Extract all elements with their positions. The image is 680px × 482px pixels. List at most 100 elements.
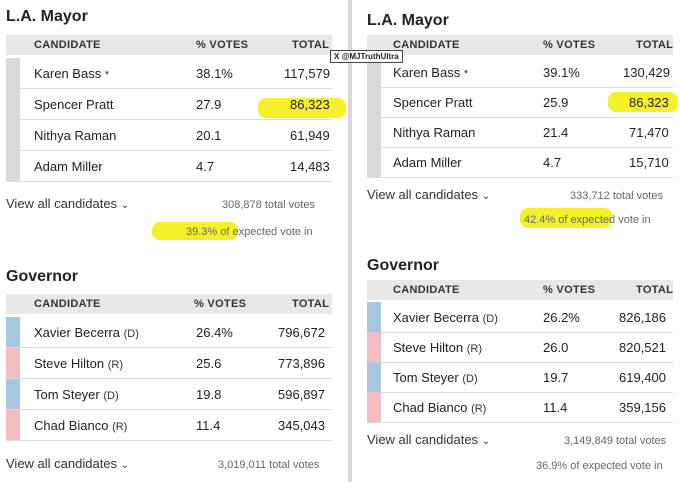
view-all-candidates-link[interactable]: View all candidates ⌄ xyxy=(367,187,491,202)
pct-votes: 27.9 xyxy=(196,97,222,112)
pct-votes: 21.4 xyxy=(543,125,569,140)
col-pct-votes: % VOTES xyxy=(543,39,596,51)
highlight-pratt-total xyxy=(608,92,678,112)
candidate-name: Steve Hilton (R) xyxy=(393,340,482,355)
total-votes: 619,400 xyxy=(619,370,666,385)
party-bar-rep xyxy=(367,332,381,362)
col-pct-votes: % VOTES xyxy=(543,284,596,296)
governor-header-bar xyxy=(367,280,673,300)
view-all-candidates-link[interactable]: View all candidates ⌄ xyxy=(6,196,130,211)
table-row[interactable]: Nithya Raman 21.4 71,470 xyxy=(367,117,673,148)
total-votes: 773,896 xyxy=(278,356,325,371)
total-votes-count: 3,149,849 total votes xyxy=(564,435,667,447)
total-votes: 71,470 xyxy=(629,125,669,140)
table-row[interactable]: Adam Miller 4.7 14,483 xyxy=(6,151,332,182)
x-logo-icon: X xyxy=(334,52,340,61)
col-total: TOTAL xyxy=(292,39,330,51)
party-bar-dem xyxy=(6,317,20,347)
total-votes: 345,043 xyxy=(278,418,325,433)
pct-votes: 26.2% xyxy=(543,310,580,325)
party-bar xyxy=(367,87,381,117)
candidate-name: Spencer Pratt xyxy=(34,97,114,112)
total-votes: 14,483 xyxy=(290,159,330,174)
chevron-down-icon: ⌄ xyxy=(120,460,130,471)
candidate-name: Nithya Raman xyxy=(34,128,117,143)
candidate-name: Nithya Raman xyxy=(393,125,476,140)
expected-vote-in: 39.3% of expected vote in xyxy=(186,226,313,238)
pct-votes: 4.7 xyxy=(196,159,215,174)
pct-votes: 19.8 xyxy=(196,387,222,402)
total-votes: 820,521 xyxy=(619,340,666,355)
candidate-name: Xavier Becerra (D) xyxy=(393,310,498,325)
col-total: TOTAL xyxy=(636,284,674,296)
table-row[interactable]: Tom Steyer (D) 19.7 619,400 xyxy=(367,362,673,393)
party-bar xyxy=(367,57,381,87)
candidate-name: Chad Bianco (R) xyxy=(34,418,128,433)
col-candidate: CANDIDATE xyxy=(34,298,101,310)
table-row[interactable]: Chad Bianco (R) 11.4 345,043 xyxy=(6,410,332,441)
total-votes: 796,672 xyxy=(278,325,325,340)
total-votes: 15,710 xyxy=(629,155,669,170)
candidate-name: Karen Bass * xyxy=(34,66,110,81)
expected-vote-in: 36.9% of expected vote in xyxy=(536,460,663,472)
total-votes: 130,429 xyxy=(623,65,670,80)
mayor-header-bar xyxy=(6,35,332,55)
candidate-name: Xavier Becerra (D) xyxy=(34,325,139,340)
total-votes-count: 333,712 total votes xyxy=(570,190,663,202)
table-row[interactable]: Tom Steyer (D) 19.8 596,897 xyxy=(6,379,332,410)
table-row[interactable]: Adam Miller 4.7 15,710 xyxy=(367,147,673,178)
highlight-expected-vote xyxy=(152,222,238,240)
party-bar-rep xyxy=(6,348,20,378)
party-bar xyxy=(367,117,381,147)
candidate-name: Tom Steyer (D) xyxy=(393,370,478,385)
col-candidate: CANDIDATE xyxy=(34,39,101,51)
mayor-title: L.A. Mayor xyxy=(367,12,449,29)
pct-votes: 38.1% xyxy=(196,66,233,81)
table-row[interactable]: Xavier Becerra (D) 26.4% 796,672 xyxy=(6,317,332,348)
candidate-name: Tom Steyer (D) xyxy=(34,387,119,402)
candidate-name: Adam Miller xyxy=(393,155,462,170)
party-bar xyxy=(367,147,381,177)
total-votes-count: 308,878 total votes xyxy=(222,199,315,211)
table-row[interactable]: Spencer Pratt 25.9 86,323 xyxy=(367,87,673,118)
party-bar xyxy=(6,120,20,150)
candidate-name: Chad Bianco (R) xyxy=(393,400,487,415)
col-pct-votes: % VOTES xyxy=(194,298,247,310)
pct-votes: 4.7 xyxy=(543,155,562,170)
col-candidate: CANDIDATE xyxy=(393,39,460,51)
table-row[interactable]: Karen Bass * 39.1% 130,429 xyxy=(367,57,673,88)
governor-header-bar xyxy=(6,294,332,314)
party-bar-rep xyxy=(6,410,20,440)
table-row[interactable]: Steve Hilton (R) 26.0 820,521 xyxy=(367,332,673,363)
col-candidate: CANDIDATE xyxy=(393,284,460,296)
pct-votes: 19.7 xyxy=(543,370,569,385)
table-row[interactable]: Xavier Becerra (D) 26.2% 826,186 xyxy=(367,302,673,333)
table-row[interactable]: Karen Bass * 38.1% 117,579 xyxy=(6,58,332,89)
chevron-down-icon: ⌄ xyxy=(120,200,130,211)
chevron-down-icon: ⌄ xyxy=(481,191,491,202)
party-bar xyxy=(6,151,20,181)
view-all-candidates-link[interactable]: View all candidates ⌄ xyxy=(367,432,491,447)
candidate-name: Spencer Pratt xyxy=(393,95,473,110)
total-votes: 359,156 xyxy=(619,400,666,415)
party-bar xyxy=(6,89,20,119)
chevron-down-icon: ⌄ xyxy=(481,436,491,447)
total-votes: 86,323 xyxy=(629,95,669,110)
governor-title: Governor xyxy=(6,268,79,285)
pct-votes: 11.4 xyxy=(543,400,568,415)
candidate-name: Karen Bass * xyxy=(393,65,469,80)
mayor-header-bar xyxy=(367,35,673,55)
table-row[interactable]: Chad Bianco (R) 11.4 359,156 xyxy=(367,392,673,423)
table-row[interactable]: Spencer Pratt 27.9 86,323 xyxy=(6,89,332,120)
party-bar-dem xyxy=(367,302,381,332)
pct-votes: 25.9 xyxy=(543,95,569,110)
total-votes: 596,897 xyxy=(278,387,325,402)
pct-votes: 39.1% xyxy=(543,65,580,80)
view-all-candidates-link[interactable]: View all candidates ⌄ xyxy=(6,456,130,471)
col-total: TOTAL xyxy=(292,298,330,310)
party-bar-dem xyxy=(6,379,20,409)
watermark-handle: X @MJTruthUltra xyxy=(330,50,403,63)
table-row[interactable]: Steve Hilton (R) 25.6 773,896 xyxy=(6,348,332,379)
table-row[interactable]: Nithya Raman 20.1 61,949 xyxy=(6,120,332,151)
party-bar-dem xyxy=(367,362,381,392)
